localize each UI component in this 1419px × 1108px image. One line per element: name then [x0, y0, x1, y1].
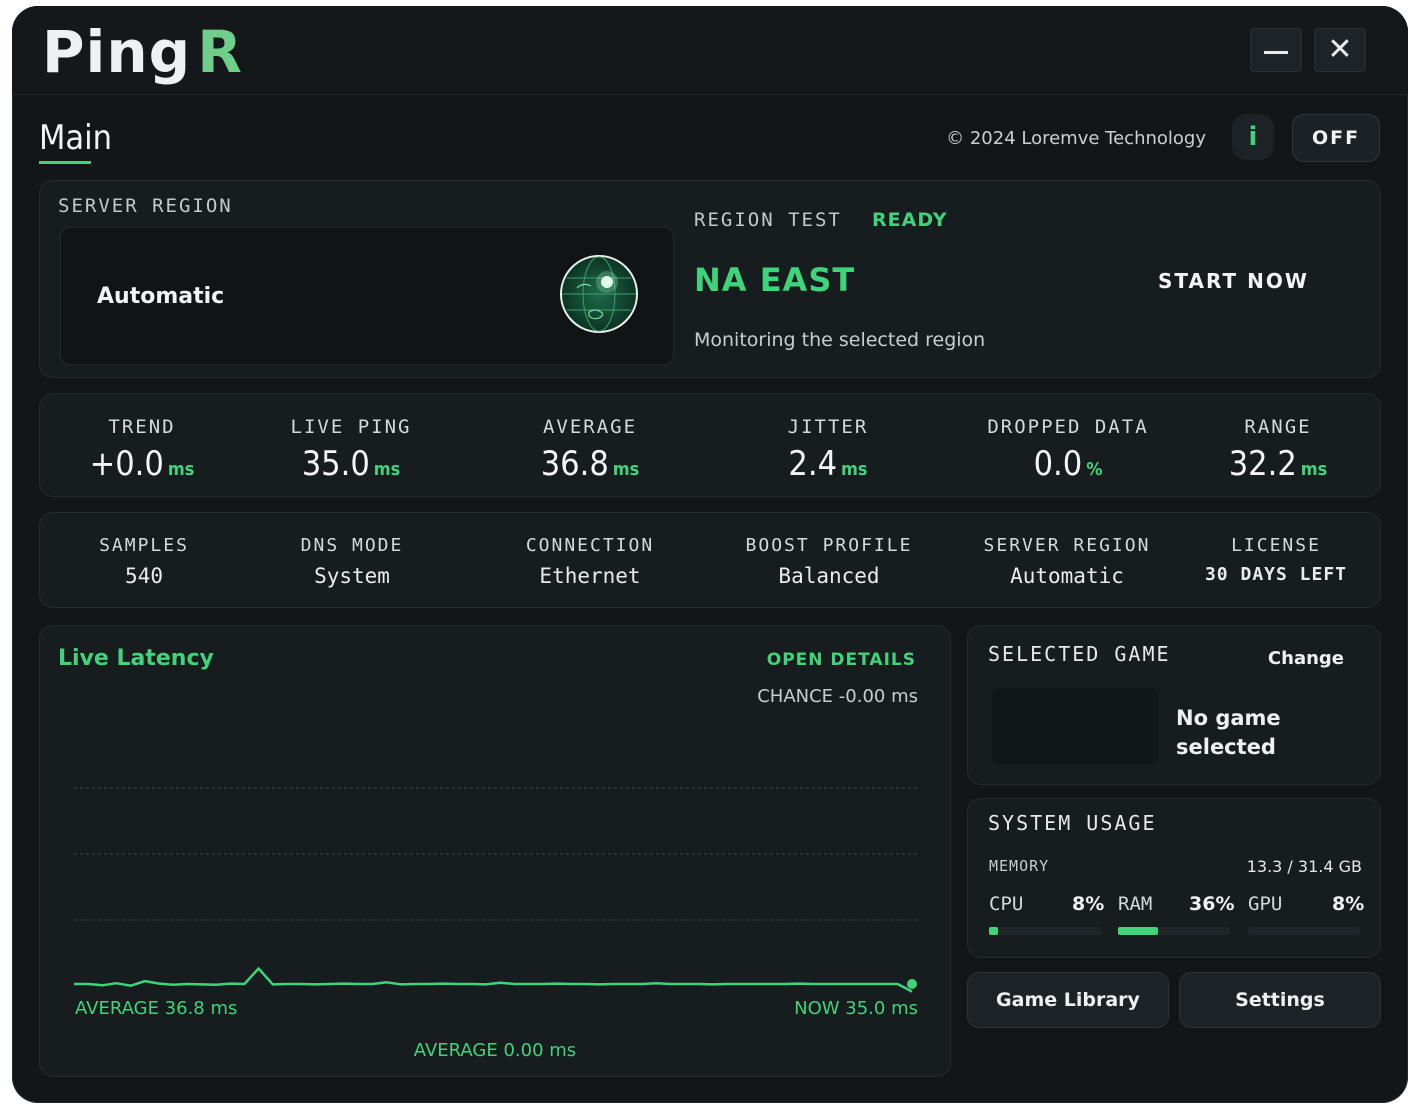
- info-value: Balanced: [778, 564, 880, 588]
- info-label: CONNECTION: [525, 535, 655, 556]
- title-bar: Ping R ✕: [12, 6, 1408, 95]
- server-region-heading: SERVER REGION: [58, 195, 233, 217]
- stat-label: LIVE PING: [290, 416, 412, 438]
- stat-unit: ms: [167, 459, 195, 480]
- info-button[interactable]: i: [1232, 114, 1274, 160]
- info-connection: CONNECTION Ethernet: [490, 535, 690, 588]
- stat-unit: ms: [841, 459, 868, 480]
- info-value: Ethernet: [539, 564, 641, 588]
- system-usage-heading: SYSTEM USAGE: [988, 811, 1157, 835]
- logo-accent: R: [197, 18, 243, 86]
- stat-label: RANGE: [1244, 416, 1312, 438]
- region-name: NA EAST: [694, 261, 856, 299]
- stat-label: TREND: [108, 416, 176, 438]
- app-logo: Ping R: [42, 18, 243, 86]
- game-thumbnail-placeholder: [992, 688, 1158, 764]
- memory-value: 13.3 / 31.4 GB: [1246, 857, 1362, 876]
- page-title: Main: [39, 118, 113, 158]
- gpu-label: GPU: [1248, 893, 1283, 915]
- start-now-button[interactable]: START NOW: [1158, 269, 1309, 293]
- stat-dropped-data: DROPPED DATA 0.0%: [968, 416, 1168, 484]
- app-window: Ping R ✕ Main © 2024 Loremve Technology i…: [12, 6, 1408, 1103]
- latency-series-line: [74, 967, 913, 993]
- info-label: DNS MODE: [300, 535, 404, 556]
- region-test-status: READY: [872, 209, 948, 231]
- game-name: No game selected: [1176, 706, 1281, 759]
- stat-value: 0.0: [1033, 444, 1083, 484]
- minimize-button[interactable]: [1250, 28, 1302, 72]
- memory-label: MEMORY: [989, 857, 1050, 875]
- stat-value: +0.0: [89, 444, 164, 484]
- info-icon: i: [1248, 122, 1258, 152]
- stat-value: 32.2: [1228, 444, 1297, 484]
- ram-label: RAM: [1118, 893, 1153, 915]
- stat-jitter: JITTER 2.4 ms: [728, 416, 928, 484]
- server-region-selector[interactable]: Automatic: [60, 227, 674, 365]
- ram-meter: [1118, 927, 1230, 935]
- info-value: 540: [125, 564, 163, 588]
- region-test-label: REGION TEST: [694, 209, 842, 231]
- stat-unit: ms: [373, 459, 401, 480]
- info-label: BOOST PROFILE: [745, 535, 913, 556]
- system-usage-panel: SYSTEM USAGE MEMORY 13.3 / 31.4 GB CPU 8…: [967, 798, 1381, 958]
- latency-title: Live Latency: [58, 646, 214, 671]
- stat-label: DROPPED DATA: [987, 416, 1149, 438]
- stat-average: AVERAGE 36.8 ms: [490, 416, 690, 484]
- average-left-readout: AVERAGE 36.8 ms: [75, 998, 238, 1019]
- chance-readout: CHANCE -0.00 ms: [757, 686, 918, 707]
- info-license: LICENSE 30 DAYS LEFT: [1176, 535, 1376, 585]
- average-bottom-readout: AVERAGE 0.00 ms: [413, 1040, 577, 1061]
- selected-game-heading: SELECTED GAME: [988, 642, 1171, 666]
- title-underline: [39, 161, 91, 164]
- info-server-region: SERVER REGION Automatic: [967, 535, 1167, 588]
- stat-value: 36.8: [540, 444, 609, 484]
- gpu-meter: [1248, 927, 1360, 935]
- info-boost-profile: BOOST PROFILE Balanced: [729, 535, 929, 588]
- info-panel: SAMPLES 540 DNS MODE System CONNECTION E…: [39, 512, 1381, 608]
- ram-value: 36%: [1189, 893, 1235, 915]
- stat-live-ping: LIVE PING 35.0 ms: [251, 416, 451, 484]
- cpu-meter: [989, 927, 1101, 935]
- license-status: 30 DAYS LEFT: [1204, 564, 1348, 585]
- region-panel: SERVER REGION Automatic: [39, 180, 1381, 378]
- region-description: Monitoring the selected region: [694, 329, 986, 351]
- stat-label: AVERAGE: [542, 416, 638, 438]
- close-button[interactable]: ✕: [1314, 28, 1366, 72]
- settings-button[interactable]: Settings: [1179, 972, 1381, 1028]
- latency-chart: [74, 787, 920, 993]
- info-label: SERVER REGION: [983, 535, 1151, 556]
- info-label: SAMPLES: [99, 535, 189, 556]
- info-value: System: [314, 564, 390, 588]
- cpu-value: 8%: [1072, 893, 1105, 915]
- stat-unit: ms: [612, 459, 640, 480]
- radar-globe-icon: [559, 254, 639, 334]
- stat-unit: %: [1086, 459, 1103, 480]
- cpu-label: CPU: [989, 893, 1024, 915]
- copyright-text: © 2024 Loremve Technology: [946, 128, 1206, 149]
- stat-value: 2.4: [788, 444, 838, 484]
- live-latency-panel: Live Latency OPEN DETAILS CHANCE -0.00 m…: [39, 625, 951, 1077]
- power-toggle-button[interactable]: OFF: [1292, 114, 1380, 162]
- now-readout: NOW 35.0 ms: [794, 998, 918, 1019]
- stat-range: RANGE 32.2 ms: [1178, 416, 1378, 484]
- info-samples: SAMPLES 540: [44, 535, 244, 588]
- stat-trend: TREND +0.0 ms: [42, 416, 242, 484]
- change-game-button[interactable]: Change: [1267, 648, 1344, 669]
- close-icon: ✕: [1327, 32, 1353, 67]
- gpu-value: 8%: [1332, 893, 1365, 915]
- info-dns-mode: DNS MODE System: [252, 535, 452, 588]
- stat-label: JITTER: [787, 416, 869, 438]
- game-library-button[interactable]: Game Library: [967, 972, 1169, 1028]
- selected-game-panel: SELECTED GAME Change No game selected: [967, 625, 1381, 785]
- stat-value: 35.0: [301, 444, 370, 484]
- minimize-icon: [1264, 50, 1288, 54]
- stat-unit: ms: [1300, 459, 1328, 480]
- logo-text: Ping: [42, 18, 192, 86]
- stats-panel: TREND +0.0 ms LIVE PING 35.0 ms AVERAGE 36…: [39, 393, 1381, 497]
- open-details-link[interactable]: OPEN DETAILS: [766, 650, 916, 670]
- latency-current-point: [907, 979, 917, 989]
- info-value: Automatic: [1010, 564, 1124, 588]
- server-region-value: Automatic: [97, 284, 225, 309]
- info-label: LICENSE: [1231, 535, 1321, 556]
